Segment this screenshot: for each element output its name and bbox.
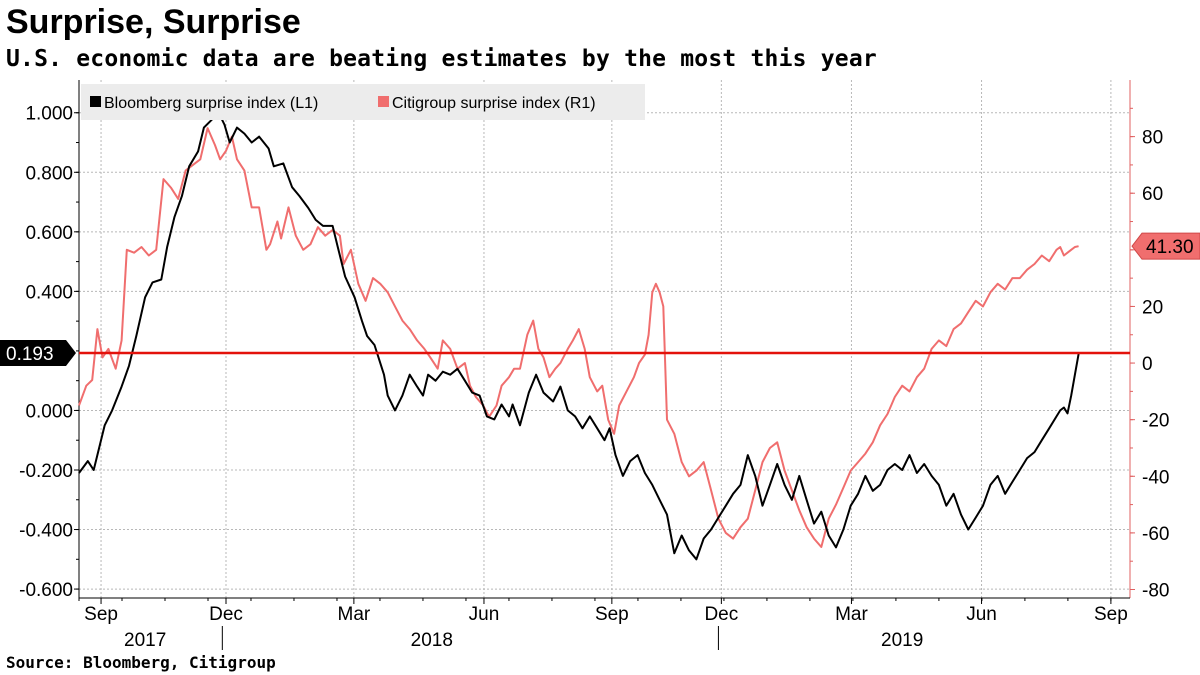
citigroup-tag-label: 41.30 [1146, 237, 1194, 258]
legend: Bloomberg surprise index (L1) Citigroup s… [81, 84, 645, 120]
right-tick-label: 60 [1142, 184, 1163, 205]
left-tick-label: 0.600 [25, 223, 73, 244]
citigroup-series-line [78, 127, 1079, 548]
right-tick-label: -40 [1142, 467, 1169, 488]
year-label: 2018 [411, 630, 453, 651]
bloomberg-series-line [78, 111, 1080, 561]
left-tick-label: -0.600 [19, 580, 73, 601]
right-tick-label: 80 [1142, 128, 1163, 149]
left-tick-label: 0.400 [25, 282, 73, 303]
x-tick-label: Sep [1094, 604, 1128, 625]
right-tick-label: -60 [1142, 524, 1169, 545]
citigroup-last-value-tag: 41.30 [1131, 232, 1200, 260]
left-tick-label: 1.000 [25, 104, 73, 125]
left-tick-label: -0.400 [19, 521, 73, 542]
right-tick-label: -20 [1142, 411, 1169, 432]
year-label: 2017 [124, 630, 166, 651]
bloomberg-tag-label: 0.193 [6, 344, 54, 365]
right-tick-label: 20 [1142, 297, 1163, 318]
legend-label-bloomberg: Bloomberg surprise index (L1) [104, 95, 318, 112]
source-note: Source: Bloomberg, Citigroup [6, 653, 276, 672]
left-tick-label: 0.800 [25, 163, 73, 184]
legend-swatch-bloomberg [90, 96, 101, 107]
chart-title: Surprise, Surprise [6, 3, 301, 41]
bloomberg-last-value-tag: 0.193 [0, 339, 76, 366]
x-tick-label: Sep [595, 604, 629, 625]
x-tick-label: Jun [966, 604, 997, 625]
x-tick-label: Dec [209, 604, 243, 625]
x-tick-label: Mar [338, 604, 371, 625]
right-tick-label: -80 [1142, 581, 1169, 602]
x-tick-label: Jun [469, 604, 500, 625]
legend-label-citigroup: Citigroup surprise index (R1) [392, 95, 596, 112]
x-tick-label: Sep [84, 604, 118, 625]
chart-subtitle: U.S. economic data are beating estimates… [6, 46, 877, 72]
year-label: 2019 [881, 630, 923, 651]
left-tick-label: 0.000 [25, 401, 73, 422]
legend-swatch-citigroup [378, 96, 389, 107]
x-tick-label: Mar [835, 604, 868, 625]
citigroup-tag-shape [1131, 232, 1200, 260]
legend-background [81, 84, 645, 120]
x-tick-label: Dec [704, 604, 738, 625]
left-tick-label: -0.200 [19, 461, 73, 482]
bloomberg-tag-shape [0, 339, 76, 366]
right-tick-label: 0 [1142, 354, 1153, 375]
